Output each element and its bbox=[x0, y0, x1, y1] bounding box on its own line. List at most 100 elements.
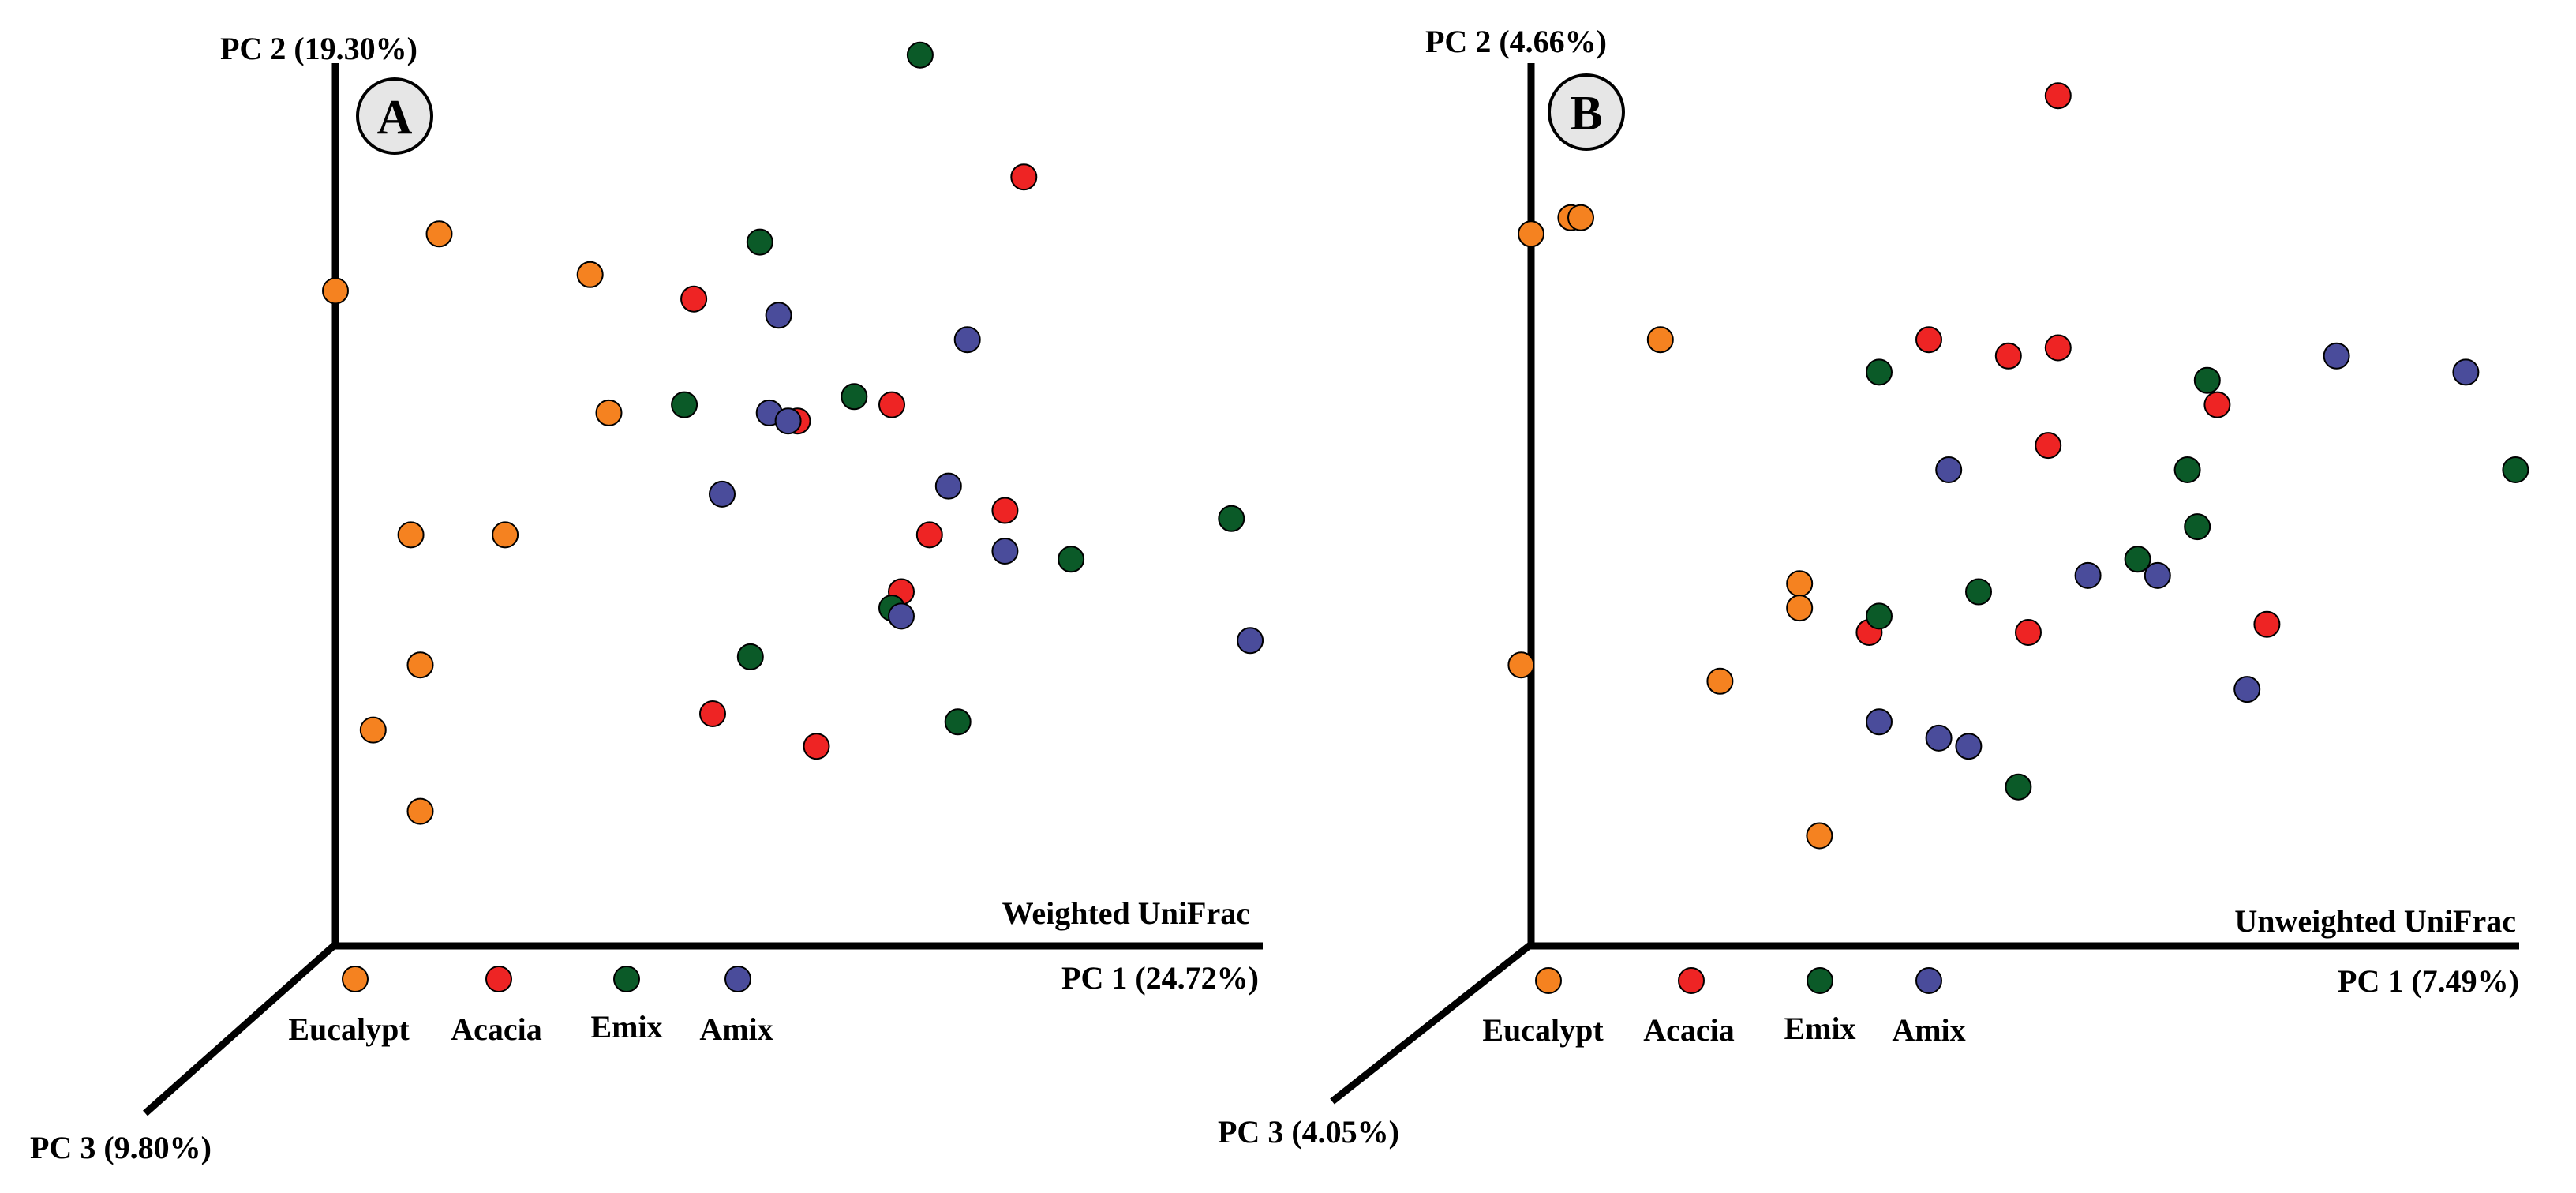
panel-badge: B bbox=[1548, 73, 1625, 151]
data-point-eucalypt bbox=[576, 261, 604, 288]
data-point-amix bbox=[991, 538, 1019, 565]
data-point-eucalypt bbox=[1507, 651, 1535, 679]
legend-item-emix: Emix bbox=[590, 966, 663, 1045]
data-point-emix bbox=[906, 41, 934, 69]
data-point-amix bbox=[2233, 676, 2261, 703]
data-point-amix bbox=[2144, 561, 2171, 589]
legend-marker-acacia bbox=[1678, 967, 1705, 994]
legend-label-emix: Emix bbox=[1784, 1011, 1855, 1046]
pc3-axis-label: PC 3 (4.05%) bbox=[1218, 1114, 1399, 1150]
chart-title: Weighted UniFrac bbox=[1002, 895, 1250, 931]
data-point-eucalypt bbox=[425, 220, 453, 248]
legend: Eucalypt Acacia Emix Amix bbox=[288, 966, 773, 1047]
data-point-emix bbox=[746, 228, 773, 256]
data-point-eucalypt bbox=[1567, 204, 1594, 231]
data-point-eucalypt bbox=[492, 521, 519, 549]
data-point-acacia bbox=[680, 285, 708, 313]
legend: Eucalypt Acacia Emix Amix bbox=[1482, 967, 1966, 1048]
data-point-acacia bbox=[915, 521, 943, 549]
pc3-axis-label: PC 3 (9.80%) bbox=[30, 1130, 212, 1165]
data-point-eucalypt bbox=[359, 716, 387, 744]
data-point-emix bbox=[2124, 546, 2151, 573]
data-point-amix bbox=[888, 602, 915, 630]
data-point-eucalypt bbox=[1806, 822, 1833, 850]
data-point-eucalypt bbox=[397, 521, 425, 549]
data-point-emix bbox=[2005, 773, 2032, 801]
legend-item-eucalypt: Eucalypt bbox=[288, 966, 410, 1047]
data-point-eucalypt bbox=[1706, 667, 1734, 695]
data-point-emix bbox=[2502, 456, 2529, 483]
data-point-eucalypt bbox=[322, 277, 349, 305]
data-point-emix bbox=[944, 708, 972, 736]
data-point-amix bbox=[765, 302, 792, 329]
data-point-eucalypt bbox=[1786, 570, 1814, 598]
legend-marker-emix bbox=[613, 966, 640, 992]
panel-a: A PC 2 (19.30%) Weighted UniFrac PC 1 (2… bbox=[30, 31, 1264, 1165]
panel-letter: B bbox=[1570, 87, 1602, 141]
panel-badge: A bbox=[356, 77, 433, 155]
legend-label-acacia: Acacia bbox=[451, 1011, 542, 1047]
data-point-amix bbox=[1955, 733, 1983, 760]
legend-marker-amix bbox=[724, 966, 751, 992]
legend-item-acacia: Acacia bbox=[1643, 967, 1735, 1048]
legend-label-acacia: Acacia bbox=[1643, 1012, 1735, 1048]
legend-marker-eucalypt bbox=[1535, 967, 1562, 994]
panel-badge-circle bbox=[356, 77, 433, 155]
data-point-emix bbox=[2184, 513, 2211, 541]
data-point-amix bbox=[1925, 724, 1953, 752]
data-point-acacia bbox=[2044, 334, 2072, 362]
data-point-amix bbox=[2323, 342, 2350, 370]
legend-label-emix: Emix bbox=[590, 1009, 662, 1045]
data-point-amix bbox=[934, 472, 962, 500]
data-point-emix bbox=[1058, 546, 1085, 573]
data-point-acacia bbox=[1994, 342, 2022, 370]
panel-letter: A bbox=[377, 91, 413, 144]
legend-label-amix: Amix bbox=[699, 1011, 773, 1047]
pc2-axis-label: PC 2 (4.66%) bbox=[1425, 24, 1607, 59]
data-point-amix bbox=[1866, 708, 1893, 736]
data-point-amix bbox=[953, 326, 981, 354]
data-point-emix bbox=[1965, 578, 1992, 606]
legend-label-amix: Amix bbox=[1892, 1012, 1965, 1048]
data-point-eucalypt bbox=[1786, 595, 1814, 622]
data-point-acacia bbox=[878, 391, 905, 418]
legend-marker-eucalypt bbox=[342, 966, 369, 992]
data-point-amix bbox=[2452, 358, 2480, 386]
legend-item-amix: Amix bbox=[699, 966, 773, 1047]
data-point-emix bbox=[841, 383, 868, 411]
data-point-eucalypt bbox=[595, 399, 623, 426]
pc1-axis-label: PC 1 (24.72%) bbox=[1061, 960, 1259, 996]
data-point-emix bbox=[2174, 456, 2201, 483]
data-point-eucalypt bbox=[406, 797, 434, 825]
data-point-acacia bbox=[803, 733, 830, 760]
data-point-acacia bbox=[2015, 619, 2042, 646]
pc3-axis bbox=[143, 941, 338, 1116]
legend-marker-acacia bbox=[485, 966, 512, 992]
data-point-acacia bbox=[2035, 432, 2062, 460]
data-point-amix bbox=[709, 480, 736, 508]
panel-badge-circle bbox=[1548, 73, 1625, 151]
data-point-emix bbox=[1866, 602, 1893, 630]
legend-marker-emix bbox=[1807, 967, 1833, 994]
data-point-acacia bbox=[699, 700, 726, 727]
panel-b: B PC 2 (4.66%) Unweighted UniFrac PC 1 (… bbox=[1218, 24, 2529, 1150]
data-point-emix bbox=[671, 391, 698, 418]
legend-item-acacia: Acacia bbox=[451, 966, 542, 1047]
legend-label-eucalypt: Eucalypt bbox=[1482, 1012, 1604, 1048]
data-point-acacia bbox=[2203, 391, 2231, 418]
legend-marker-amix bbox=[1915, 967, 1942, 994]
pc1-axis-label: PC 1 (7.49%) bbox=[2338, 963, 2519, 999]
legend-item-eucalypt: Eucalypt bbox=[1482, 967, 1604, 1048]
legend-label-eucalypt: Eucalypt bbox=[288, 1011, 410, 1047]
legend-item-amix: Amix bbox=[1892, 967, 1966, 1048]
data-point-amix bbox=[774, 407, 802, 435]
data-points bbox=[1507, 82, 2529, 850]
data-point-acacia bbox=[2044, 82, 2072, 110]
data-point-acacia bbox=[1010, 163, 1038, 191]
data-point-amix bbox=[1935, 456, 1963, 483]
pc3-axis bbox=[1330, 941, 1533, 1105]
legend-item-emix: Emix bbox=[1784, 967, 1856, 1046]
data-point-acacia bbox=[1915, 326, 1942, 354]
data-point-emix bbox=[1218, 505, 1245, 532]
